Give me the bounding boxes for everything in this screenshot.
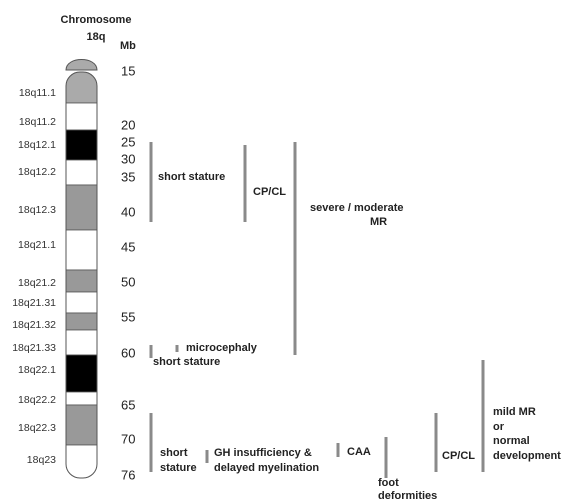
mb-label: 50 bbox=[121, 274, 135, 289]
annotations: short stature CP/CL severe / moderate MR mic… bbox=[149, 142, 561, 501]
band-label: 18q11.1 bbox=[19, 87, 56, 99]
phenotype-label: short stature bbox=[158, 171, 225, 183]
phenotype-label: deformities bbox=[378, 490, 437, 501]
band bbox=[66, 291, 97, 314]
phenotype-label: stature bbox=[160, 462, 197, 474]
phenotype-label: severe / moderate bbox=[310, 202, 404, 214]
mb-label: 30 bbox=[121, 151, 135, 166]
band bbox=[66, 159, 97, 186]
band-label: 18q21.1 bbox=[18, 239, 56, 251]
mb-label: 55 bbox=[121, 309, 135, 324]
band-label: 18q11.2 bbox=[19, 116, 56, 128]
mb-label: 35 bbox=[121, 169, 135, 184]
phenotype-label: delayed myelination bbox=[214, 462, 319, 474]
mb-label: 76 bbox=[121, 467, 135, 482]
mb-label: 20 bbox=[121, 117, 135, 132]
band-label: 18q12.1 bbox=[18, 139, 56, 151]
band-label: 18q21.32 bbox=[12, 319, 56, 331]
band bbox=[66, 129, 97, 161]
band bbox=[66, 229, 97, 271]
mb-label: 70 bbox=[121, 431, 135, 446]
phenotype-label: CP/CL bbox=[253, 186, 286, 198]
phenotype-label: short bbox=[160, 447, 188, 459]
band-label: 18q22.3 bbox=[18, 422, 56, 434]
band bbox=[66, 404, 97, 446]
title: 18q bbox=[87, 31, 106, 43]
band bbox=[66, 312, 97, 331]
phenotype-label: microcephaly bbox=[186, 342, 258, 354]
chromosome: 18q11.1 18q11.2 18q12.1 18q12.2 18q12.3 18q21… bbox=[12, 59, 135, 482]
band bbox=[66, 391, 97, 406]
phenotype-label: short stature bbox=[153, 356, 220, 368]
mb-label: 15 bbox=[121, 63, 135, 78]
band-label: 18q21.31 bbox=[12, 297, 56, 309]
phenotype-label: normal bbox=[493, 435, 530, 447]
mb-label: 40 bbox=[121, 204, 135, 219]
band bbox=[66, 329, 97, 356]
phenotype-label: foot bbox=[378, 477, 399, 489]
band bbox=[66, 184, 97, 231]
mb-label: 65 bbox=[121, 397, 135, 412]
phenotype-label: CAA bbox=[347, 446, 371, 458]
band bbox=[66, 72, 97, 104]
band-label: 18q12.2 bbox=[18, 166, 56, 178]
phenotype-label: development bbox=[493, 450, 561, 462]
band bbox=[66, 269, 97, 293]
band bbox=[66, 354, 97, 393]
band bbox=[66, 444, 97, 478]
band-label: 18q22.1 bbox=[18, 364, 56, 376]
short-arm bbox=[65, 59, 98, 71]
mb-label: 45 bbox=[121, 239, 135, 254]
band-label: 18q22.2 bbox=[18, 394, 56, 406]
mb-label: 25 bbox=[121, 134, 135, 149]
band bbox=[66, 102, 97, 131]
title: Chromosome bbox=[61, 14, 132, 26]
mb-label: 60 bbox=[121, 345, 135, 360]
band-label: 18q21.33 bbox=[12, 342, 56, 354]
outline bbox=[65, 71, 98, 479]
phenotype-label: mild MR bbox=[493, 406, 536, 418]
band-label: 18q21.2 bbox=[18, 277, 56, 289]
band-label: 18q23 bbox=[27, 454, 56, 466]
phenotype-label: CP/CL bbox=[442, 450, 475, 462]
phenotype-label: MR bbox=[370, 216, 387, 228]
phenotype-label: or bbox=[493, 421, 505, 433]
band-label: 18q12.3 bbox=[18, 204, 56, 216]
bands bbox=[66, 72, 97, 478]
phenotype-label: GH insufficiency & bbox=[214, 447, 312, 459]
unit-label: Mb bbox=[120, 40, 136, 52]
